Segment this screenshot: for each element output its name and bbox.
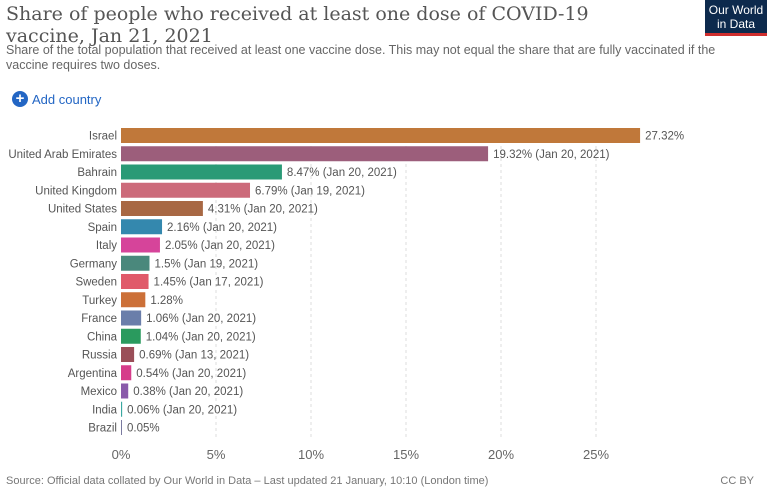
bar-italy <box>121 237 160 253</box>
country-label: Germany <box>70 258 118 270</box>
country-label: India <box>92 404 118 416</box>
country-label: Turkey <box>82 295 117 307</box>
country-label: Mexico <box>81 386 117 398</box>
bar-spain <box>121 219 163 235</box>
x-tick-label: 10% <box>298 447 324 462</box>
value-label: 0.69% (Jan 13, 2021) <box>139 350 249 362</box>
value-label: 2.16% (Jan 20, 2021) <box>167 222 277 234</box>
value-label: 1.04% (Jan 20, 2021) <box>146 331 256 343</box>
value-label: 27.32% <box>645 131 684 143</box>
value-label: 2.05% (Jan 20, 2021) <box>165 240 275 252</box>
bar-brazil <box>121 420 122 435</box>
value-label: 1.45% (Jan 17, 2021) <box>154 277 264 289</box>
country-label: United Arab Emirates <box>8 149 117 161</box>
chart-subtitle: Share of the total population that recei… <box>6 43 716 72</box>
bar-germany <box>121 255 150 271</box>
bar-france <box>121 310 142 326</box>
value-label: 0.54% (Jan 20, 2021) <box>136 368 246 380</box>
country-label: Russia <box>82 350 118 362</box>
x-tick-label: 0% <box>112 447 131 462</box>
bar-mexico <box>121 383 129 399</box>
country-label: Bahrain <box>77 167 117 179</box>
logo-line1: Our World <box>708 3 764 17</box>
country-label: Sweden <box>75 277 117 289</box>
country-label: Italy <box>96 240 117 252</box>
value-label: 1.5% (Jan 19, 2021) <box>155 258 259 270</box>
x-tick-label: 5% <box>207 447 226 462</box>
country-label: Brazil <box>88 423 117 435</box>
owid-logo[interactable]: Our World in Data <box>705 0 767 36</box>
bar-russia <box>121 347 135 362</box>
add-country-button[interactable]: + Add country <box>12 91 101 107</box>
license-link[interactable]: CC BY <box>720 475 754 487</box>
value-label: 19.32% (Jan 20, 2021) <box>493 149 610 161</box>
bar-sweden <box>121 274 149 289</box>
bar-united-arab-emirates <box>121 146 489 162</box>
country-label: Argentina <box>68 368 118 380</box>
bar-china <box>121 328 141 344</box>
country-label: United States <box>48 204 117 216</box>
value-label: 1.28% <box>150 295 183 307</box>
bar-turkey <box>121 292 146 308</box>
bar-israel <box>121 128 641 143</box>
value-label: 0.38% (Jan 20, 2021) <box>133 386 243 398</box>
bar-argentina <box>121 365 132 381</box>
add-country-label: Add country <box>32 91 102 107</box>
country-label: Spain <box>88 222 117 234</box>
value-label: 4.31% (Jan 20, 2021) <box>208 204 318 216</box>
x-tick-label: 25% <box>583 447 609 462</box>
bar-india <box>121 401 123 417</box>
value-label: 0.05% <box>127 423 160 435</box>
country-label: United Kingdom <box>35 185 117 197</box>
bar-bahrain <box>121 164 282 180</box>
country-label: China <box>87 331 118 343</box>
source-note: Source: Official data collated by Our Wo… <box>6 475 489 487</box>
country-label: France <box>81 313 117 325</box>
chart-title: Share of people who received at least on… <box>6 3 589 47</box>
bar-united-kingdom <box>121 182 251 198</box>
plus-circle-icon: + <box>12 91 28 107</box>
value-label: 1.06% (Jan 20, 2021) <box>146 313 256 325</box>
logo-line2: in Data <box>716 17 756 31</box>
x-tick-label: 20% <box>488 447 514 462</box>
bar-united-states <box>121 201 203 216</box>
x-tick-label: 15% <box>393 447 419 462</box>
value-label: 0.06% (Jan 20, 2021) <box>127 404 237 416</box>
value-label: 6.79% (Jan 19, 2021) <box>255 185 365 197</box>
value-label: 8.47% (Jan 20, 2021) <box>287 167 397 179</box>
country-label: Israel <box>89 131 117 143</box>
